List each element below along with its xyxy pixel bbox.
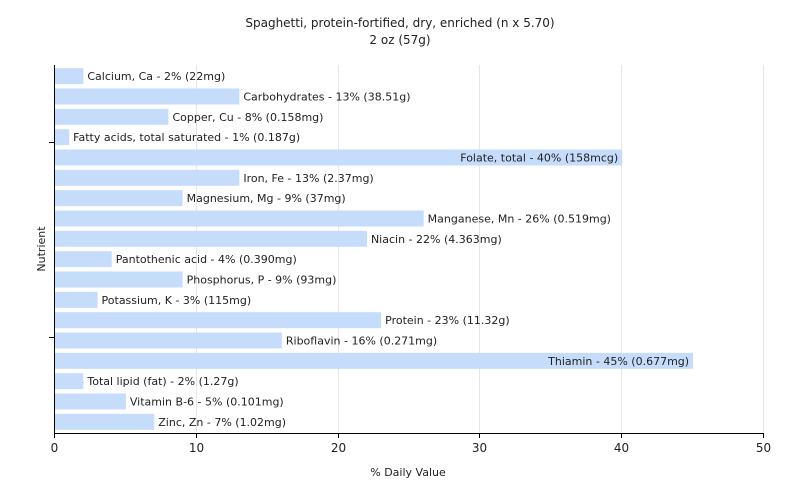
- bar: [55, 129, 70, 146]
- y-axis-title: Nutrient: [35, 226, 48, 272]
- bar-label: Total lipid (fat) - 2% (1.27g): [86, 375, 238, 388]
- bar: [55, 312, 382, 329]
- x-tick-label: 40: [614, 441, 629, 455]
- x-axis-ticks: 0 10 20 30 40 50: [51, 433, 771, 455]
- bar: [55, 413, 155, 430]
- bar-label: Folate, total - 40% (158mcg): [460, 152, 618, 165]
- bar: [55, 108, 169, 125]
- bar-label: Potassium, K - 3% (115mg): [102, 294, 252, 307]
- bar-label: Thiamin - 45% (0.677mg): [547, 355, 689, 368]
- bar: [55, 210, 424, 227]
- bar-label: Riboflavin - 16% (0.271mg): [286, 335, 437, 348]
- x-tick-label: 30: [472, 441, 487, 455]
- x-tick-label: 10: [189, 441, 204, 455]
- bar: [55, 251, 112, 268]
- bar: [55, 88, 240, 105]
- bar: [55, 332, 282, 349]
- chart-subtitle: 2 oz (57g): [369, 33, 430, 47]
- x-tick-label: 50: [756, 441, 771, 455]
- bar-label: Iron, Fe - 13% (2.37mg): [243, 172, 373, 185]
- bar: [55, 373, 84, 390]
- bar: [55, 68, 84, 85]
- bar-label: Protein - 23% (11.32g): [385, 314, 510, 327]
- x-axis-title: % Daily Value: [370, 466, 446, 479]
- grid-lines: [196, 65, 764, 433]
- bar: [55, 271, 183, 288]
- x-tick-label: 0: [51, 441, 59, 455]
- bar-label: Niacin - 22% (4.363mg): [371, 233, 502, 246]
- bar-label: Zinc, Zn - 7% (1.02mg): [158, 416, 286, 429]
- bars-group: Calcium, Ca - 2% (22mg) Carbohydrates - 1…: [55, 68, 694, 430]
- x-tick-label: 20: [331, 441, 346, 455]
- bar-label: Copper, Cu - 8% (0.158mg): [172, 111, 323, 124]
- bar-label: Fatty acids, total saturated - 1% (0.187…: [73, 131, 300, 144]
- bar-label: Phosphorus, P - 9% (93mg): [187, 274, 337, 287]
- bar-label: Pantothenic acid - 4% (0.390mg): [116, 253, 297, 266]
- bar: [55, 190, 183, 207]
- bar-label: Carbohydrates - 13% (38.51g): [243, 91, 410, 104]
- bar: [55, 352, 694, 369]
- bar: [55, 291, 98, 308]
- bar-label: Calcium, Ca - 2% (22mg): [87, 70, 225, 83]
- bar: [55, 169, 240, 186]
- bar: [55, 393, 126, 410]
- bar-label: Vitamin B-6 - 5% (0.101mg): [130, 396, 284, 409]
- bar: [55, 149, 623, 166]
- chart-title: Spaghetti, protein-fortified, dry, enric…: [245, 16, 554, 30]
- bar: [55, 230, 367, 247]
- bar-label: Magnesium, Mg - 9% (37mg): [187, 192, 346, 205]
- bar-label: Manganese, Mn - 26% (0.519mg): [428, 213, 611, 226]
